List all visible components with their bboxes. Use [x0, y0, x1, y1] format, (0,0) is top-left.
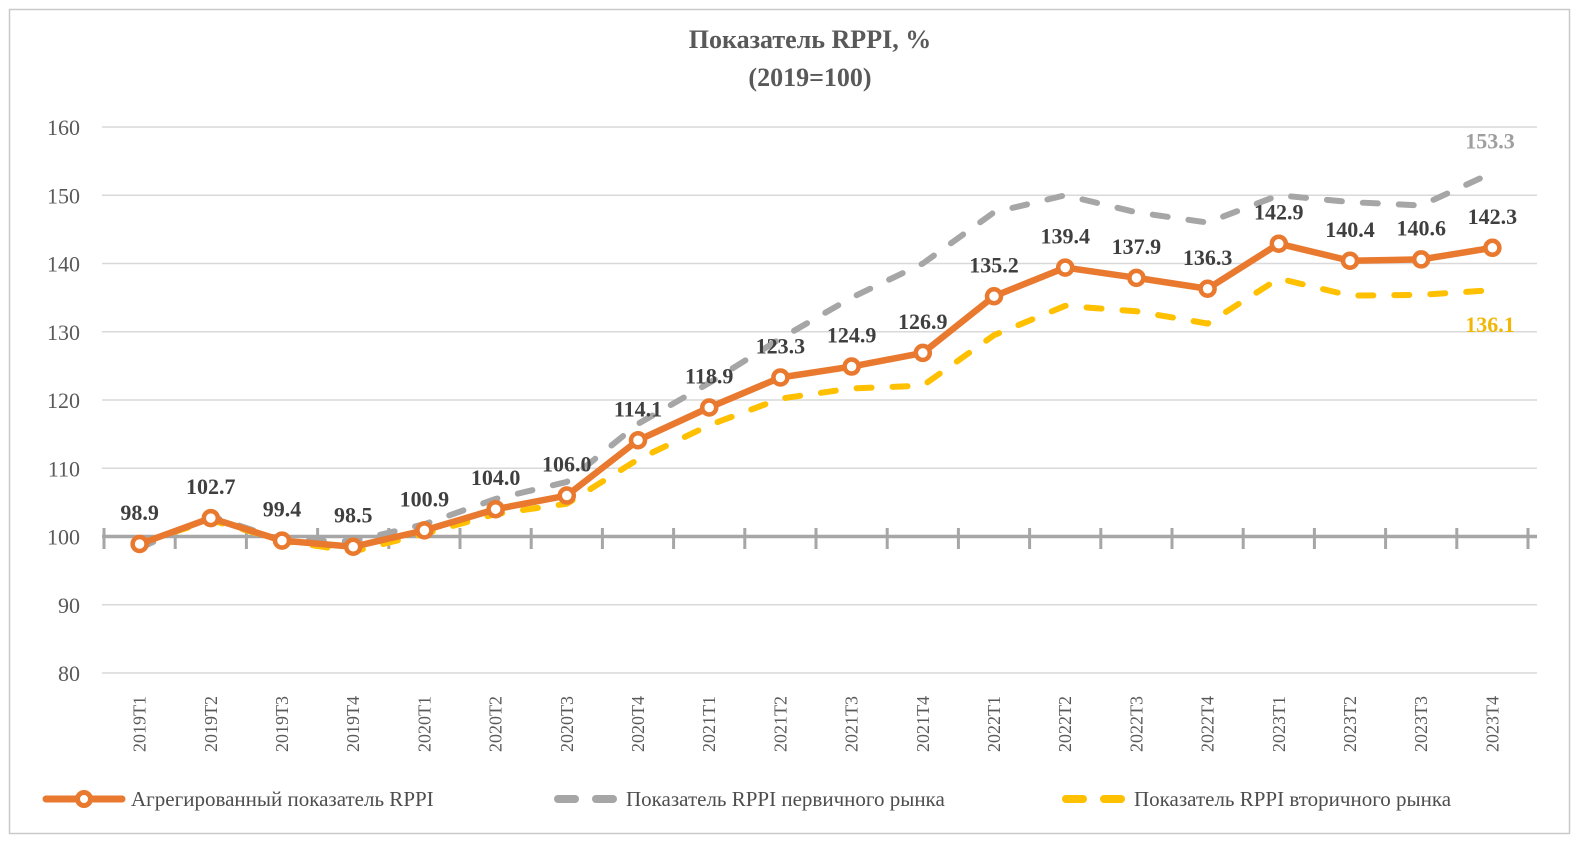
marker: [1055, 258, 1075, 277]
legend-label-primary: Показатель RPPI первичного рынка: [626, 787, 945, 811]
x-tick-label: 2023Т4: [1482, 696, 1502, 752]
legend-item-secondary-market: Показатель RPPI вторичного рынка: [1062, 787, 1452, 811]
x-axis-labels: 2019Т1 2019Т2 2019Т3 2019Т4 2020Т1 2020Т2 2020…: [130, 696, 1503, 752]
x-tick-label: 2019Т1: [130, 696, 150, 752]
legend-item-aggregated: Агрегированный показатель RPPI: [42, 787, 434, 811]
x-tick-label: 2020Т2: [486, 696, 506, 752]
marker: [1411, 250, 1431, 269]
marker: [699, 398, 719, 417]
marker: [842, 357, 861, 376]
legend-swatch-dash: [592, 795, 617, 803]
legend-label-aggregated: Агрегированный показатель RPPI: [131, 787, 434, 811]
y-tick-label: 140: [47, 252, 80, 277]
x-tick-label: 2019Т3: [272, 696, 292, 752]
data-label: 136.3: [1183, 245, 1233, 270]
data-label: 135.2: [969, 252, 1019, 277]
x-tick-label: 2022Т3: [1126, 696, 1146, 752]
y-tick-label: 150: [47, 183, 80, 208]
y-tick-label: 120: [47, 388, 80, 413]
data-label: 140.6: [1396, 215, 1446, 240]
data-label: 126.9: [898, 309, 948, 334]
data-label: 124.9: [827, 323, 877, 348]
x-tick-label: 2021Т3: [842, 696, 862, 752]
y-tick-label: 100: [47, 525, 80, 550]
data-label: 114.1: [614, 396, 662, 421]
x-tick-label: 2022Т4: [1198, 696, 1218, 752]
y-tick-label: 80: [58, 661, 80, 686]
series-line-secondary: [136, 275, 1496, 555]
marker: [272, 531, 292, 550]
data-label: 104.0: [471, 465, 521, 490]
series-line-primary: [136, 169, 1496, 552]
x-tick-label: 2020Т4: [628, 696, 648, 752]
legend-label-secondary: Показатель RPPI вторичного рынка: [1134, 787, 1452, 811]
marker: [913, 343, 933, 363]
data-label: 100.9: [400, 486, 450, 511]
legend: Агрегированный показатель RPPI Показател…: [42, 787, 1452, 811]
data-label: 142.3: [1468, 204, 1518, 229]
x-tick-label: 2021Т4: [913, 696, 933, 752]
marker: [557, 486, 577, 505]
data-labels: 98.9 102.7 99.4 98.5 100.9 104.0 106.0 114.1 118…: [120, 129, 1517, 528]
marker: [130, 534, 149, 554]
legend-item-primary-market: Показатель RPPI первичного рынка: [554, 787, 945, 811]
marker: [628, 431, 648, 450]
legend-swatch-dash: [1062, 795, 1087, 803]
legend-swatch-dash: [554, 795, 579, 803]
data-label: 142.9: [1254, 200, 1304, 225]
marker: [343, 537, 363, 556]
x-tick-label: 2019Т4: [343, 696, 363, 752]
x-tick-label: 2023Т1: [1269, 696, 1289, 752]
data-label: 98.5: [334, 503, 373, 528]
x-tick-label: 2023Т2: [1340, 696, 1360, 752]
marker: [771, 368, 790, 387]
series-secondary-market: [136, 275, 1496, 555]
x-tick-label: 2021Т2: [770, 696, 790, 752]
marker: [1127, 268, 1146, 288]
x-tick-label: 2022Т2: [1055, 696, 1075, 752]
x-tick-label: 2022Т1: [984, 696, 1004, 752]
x-tick-label: 2019Т2: [201, 696, 221, 752]
marker: [1198, 279, 1217, 299]
data-label: 139.4: [1040, 224, 1090, 249]
y-tick-label: 110: [48, 456, 80, 481]
data-label: 98.9: [120, 500, 159, 525]
data-label: 106.0: [542, 452, 592, 477]
x-tick-label: 2020Т3: [557, 696, 577, 752]
x-tick-label: 2020Т1: [414, 696, 434, 752]
marker: [1483, 238, 1502, 258]
x-tick-label: 2021Т1: [699, 696, 719, 752]
data-label: 123.3: [756, 333, 806, 358]
marker: [201, 508, 221, 528]
marker: [486, 499, 505, 519]
chart-title: Показатель RPPI, %: [689, 25, 931, 54]
legend-marker-circle: [75, 790, 93, 808]
chart-border: [8, 8, 1571, 835]
data-label: 99.4: [263, 497, 302, 522]
legend-swatch-dash: [1100, 795, 1125, 803]
data-label: 140.4: [1325, 217, 1375, 242]
end-label-secondary: 136.1: [1465, 312, 1515, 337]
chart-subtitle: (2019=100): [748, 63, 871, 92]
end-label-primary: 153.3: [1465, 129, 1515, 154]
y-axis-labels: 80 90 100 110 120 130 140 150 160: [47, 115, 80, 686]
series-line-aggregated: [136, 240, 1496, 550]
marker: [1340, 251, 1360, 271]
marker: [1269, 234, 1289, 253]
data-label: 118.9: [685, 364, 733, 389]
data-label: 102.7: [186, 474, 236, 499]
series-aggregated: [130, 234, 1502, 556]
x-tick-label: 2023Т3: [1411, 696, 1431, 752]
y-tick-label: 160: [47, 115, 80, 140]
marker: [415, 521, 434, 540]
marker: [984, 287, 1004, 306]
data-label: 137.9: [1112, 234, 1162, 259]
y-tick-label: 130: [47, 320, 80, 345]
series-primary-market: [136, 169, 1496, 552]
y-tick-label: 90: [58, 593, 80, 618]
